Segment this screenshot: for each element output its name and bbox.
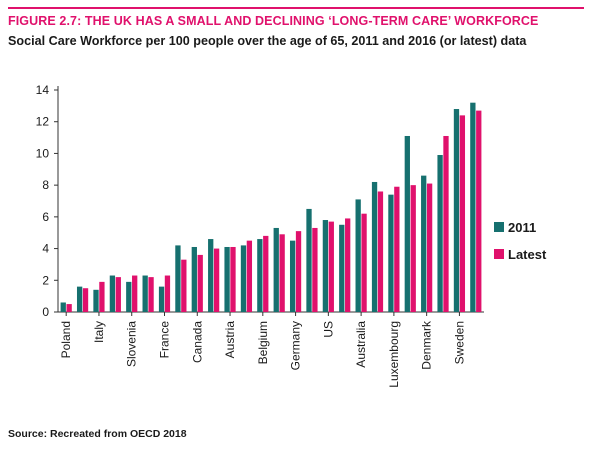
bar-2011	[240, 245, 247, 312]
y-tick-label: 6	[42, 210, 49, 224]
y-tick-label: 8	[42, 178, 49, 192]
bar-latest	[82, 288, 89, 312]
bar-latest	[443, 135, 449, 312]
x-tick-label: Canada	[190, 321, 204, 363]
bar-latest	[312, 227, 318, 312]
legend-label-latest: Latest	[508, 247, 547, 262]
bar-latest	[230, 246, 236, 312]
bar-latest	[426, 183, 433, 312]
bar-2011	[437, 155, 443, 312]
y-tick-label: 0	[42, 305, 49, 319]
bar-latest	[181, 259, 187, 312]
bar-latest	[295, 231, 302, 312]
bar-2011	[289, 240, 296, 312]
bar-2011	[273, 227, 279, 312]
bar-latest	[328, 221, 334, 312]
bar-latest	[115, 277, 121, 312]
bar-latest	[410, 185, 416, 312]
legend-label-2011: 2011	[508, 220, 536, 235]
bar-latest	[164, 275, 171, 312]
bar-2011	[109, 275, 116, 312]
y-tick-label: 2	[42, 273, 49, 287]
bar-2011	[371, 181, 378, 312]
bar-latest	[377, 191, 384, 312]
y-tick-label: 14	[36, 83, 50, 97]
bar-2011	[470, 102, 476, 312]
x-tick-label: Denmark	[420, 320, 434, 370]
bar-2011	[158, 286, 165, 312]
bar-2011	[142, 275, 148, 312]
bar-latest	[476, 110, 482, 312]
bar-latest	[197, 254, 203, 312]
bar-2011	[257, 239, 263, 312]
x-tick-label: Austria	[223, 321, 237, 359]
x-tick-label: Italy	[92, 321, 106, 343]
bar-latest	[279, 234, 285, 312]
bar-2011	[306, 208, 312, 312]
bar-latest	[148, 277, 154, 312]
bar-latest	[99, 281, 105, 312]
x-tick-label: Slovenia	[125, 321, 139, 367]
x-tick-label: Luxembourg	[387, 321, 401, 388]
bar-2011	[388, 194, 394, 312]
y-tick-label: 4	[42, 242, 49, 256]
bar-latest	[345, 218, 351, 312]
bar-2011	[93, 289, 99, 312]
source-note: Source: Recreated from OECD 2018	[8, 428, 187, 440]
bar-2011	[339, 224, 345, 312]
bar-latest	[263, 235, 269, 312]
bar-2011	[404, 135, 410, 312]
bar-2011	[322, 220, 329, 312]
bar-2011	[421, 175, 427, 312]
y-tick-label: 12	[36, 115, 50, 129]
bar-2011	[191, 246, 197, 312]
bar-latest	[361, 213, 367, 312]
x-tick-label: Australia	[354, 321, 368, 368]
bar-latest	[459, 115, 466, 312]
bar-2011	[126, 281, 132, 312]
x-tick-label: Germany	[289, 321, 303, 370]
legend-swatch-latest	[494, 249, 504, 259]
figure-subtitle: Social Care Workforce per 100 people ove…	[8, 34, 527, 48]
bar-latest	[394, 186, 400, 312]
x-tick-label: Sweden	[452, 321, 466, 364]
bar-2011	[76, 286, 83, 312]
bar-2011	[453, 109, 460, 313]
bar-2011	[355, 199, 361, 312]
bar-latest	[66, 304, 72, 312]
x-tick-label: France	[158, 321, 172, 359]
bar-2011	[224, 246, 230, 312]
y-tick-label: 10	[36, 146, 50, 160]
bar-2011	[208, 239, 214, 312]
bar-latest	[132, 275, 138, 312]
x-tick-label: US	[321, 321, 335, 338]
bar-latest	[213, 248, 220, 312]
figure-title: FIGURE 2.7: THE UK HAS A SMALL AND DECLI…	[8, 14, 539, 28]
legend-swatch-2011	[494, 222, 504, 232]
bar-latest	[246, 240, 253, 312]
title-rule	[8, 7, 584, 9]
bar-2011	[60, 302, 66, 312]
x-tick-label: Belgium	[256, 321, 270, 364]
x-tick-label: Poland	[59, 321, 73, 358]
bar-2011	[175, 245, 181, 312]
